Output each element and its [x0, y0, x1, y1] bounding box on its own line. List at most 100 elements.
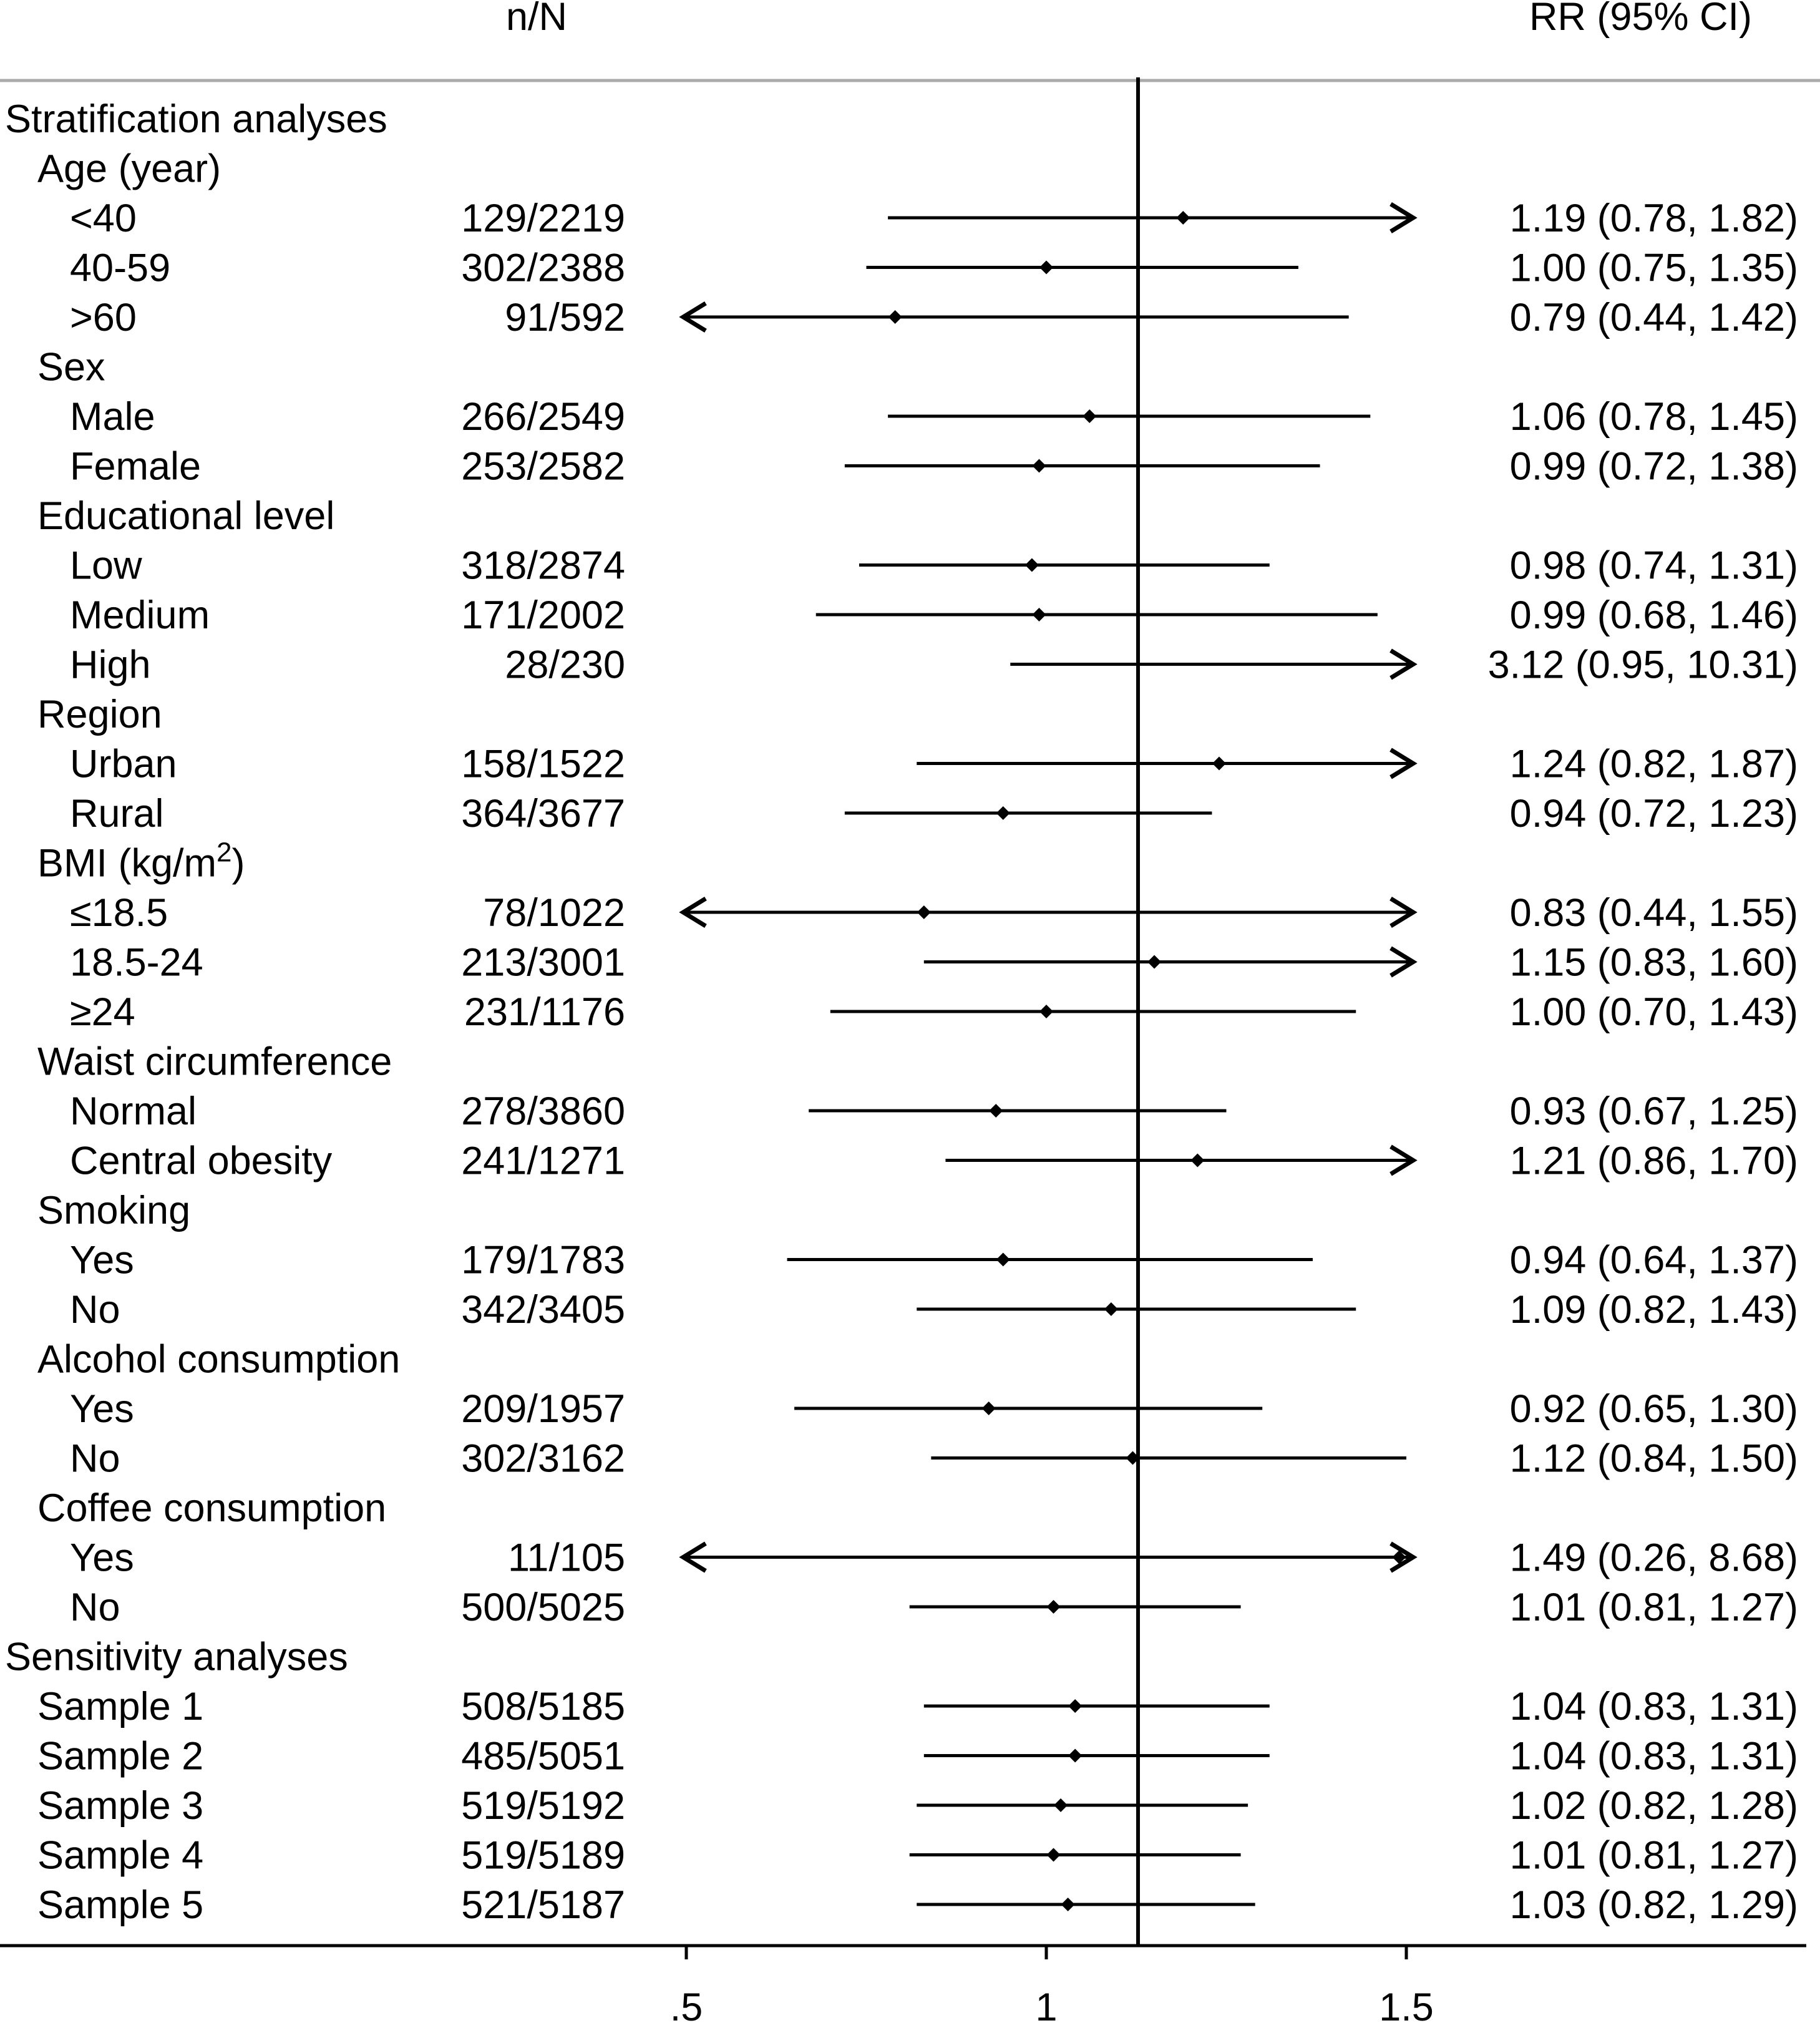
ci-arrow-right	[1389, 748, 1418, 779]
row-rr-text: 1.03 (0.82, 1.29)	[1510, 1883, 1798, 1927]
forest-row: Low 318/2874 0.98 (0.74, 1.31)	[70, 544, 1798, 588]
row-n: 302/3162	[461, 1437, 625, 1481]
point-estimate	[1046, 1600, 1061, 1614]
point-estimate	[1024, 558, 1039, 572]
row-label: Yes	[70, 1239, 134, 1282]
row-label: 40-59	[70, 246, 170, 290]
forest-rows: Stratification analyses Age (year) <40 129/…	[5, 97, 1798, 1927]
forest-row: Yes 179/1783 0.94 (0.64, 1.37)	[70, 1239, 1798, 1282]
group-label: Waist circumference	[37, 1040, 392, 1084]
point-estimate	[1083, 409, 1097, 423]
point-estimate	[888, 310, 902, 324]
forest-row: Yes 11/105 1.49 (0.26, 8.68)	[70, 1536, 1798, 1580]
forest-row: Central obesity 241/1271 1.21 (0.86, 1.70)	[70, 1139, 1798, 1183]
row-label: Rural	[70, 792, 164, 836]
row-n: 91/592	[505, 296, 625, 339]
forest-row: Region	[37, 693, 162, 736]
forest-row: No 302/3162 1.12 (0.84, 1.50)	[70, 1437, 1798, 1481]
group-label: Coffee consumption	[37, 1486, 386, 1530]
row-rr-text: 0.79 (0.44, 1.42)	[1510, 296, 1798, 339]
row-rr-text: 1.12 (0.84, 1.50)	[1510, 1437, 1798, 1481]
x-tick-label: 1	[1035, 1986, 1057, 2028]
column-header-n: n/N	[506, 0, 567, 39]
row-label: Normal	[70, 1090, 197, 1133]
group-label: Age (year)	[37, 147, 221, 191]
point-estimate	[1032, 459, 1046, 473]
forest-row: Medium 171/2002 0.99 (0.68, 1.46)	[70, 593, 1798, 637]
row-label: Yes	[70, 1536, 134, 1580]
point-estimate	[1032, 608, 1046, 622]
column-header-rr: RR (95% CI)	[1529, 0, 1752, 39]
row-n: 521/5187	[461, 1883, 625, 1927]
row-rr-text: 1.15 (0.83, 1.60)	[1510, 941, 1798, 985]
row-label: 18.5-24	[70, 941, 203, 985]
row-label: Medium	[70, 593, 210, 637]
ci-arrow-right	[1389, 202, 1418, 233]
point-estimate	[996, 806, 1010, 820]
row-n: 241/1271	[461, 1139, 625, 1183]
row-rr-text: 1.01 (0.81, 1.27)	[1510, 1586, 1798, 1629]
forest-row: No 500/5025 1.01 (0.81, 1.27)	[70, 1586, 1798, 1629]
row-n: 508/5185	[461, 1685, 625, 1728]
row-label: Sample 5	[37, 1883, 203, 1927]
x-tick-label: .5	[670, 1986, 703, 2028]
row-n: 342/3405	[461, 1288, 625, 1332]
forest-row: ≥24 231/1176 1.00 (0.70, 1.43)	[70, 990, 1798, 1034]
row-n: 209/1957	[461, 1387, 625, 1431]
point-estimate	[1190, 1153, 1205, 1168]
point-estimate	[989, 1104, 1003, 1118]
forest-row: Smoking	[37, 1189, 190, 1232]
forest-row: Urban 158/1522 1.24 (0.82, 1.87)	[70, 743, 1798, 786]
point-estimate	[1061, 1898, 1075, 1911]
forest-row: Yes 209/1957 0.92 (0.65, 1.30)	[70, 1387, 1798, 1431]
row-rr-text: 1.04 (0.83, 1.31)	[1510, 1685, 1798, 1728]
ci-arrow-left	[679, 897, 707, 928]
row-rr-text: 0.99 (0.68, 1.46)	[1510, 593, 1798, 637]
row-label: ≤18.5	[70, 891, 168, 935]
point-estimate	[1054, 1798, 1068, 1812]
row-rr-text: 1.21 (0.86, 1.70)	[1510, 1139, 1798, 1183]
row-label: No	[70, 1437, 120, 1481]
forest-row: Educational level	[37, 494, 334, 538]
row-n: 519/5189	[461, 1834, 625, 1878]
row-n: 266/2549	[461, 395, 625, 439]
row-label: Low	[70, 544, 142, 588]
forest-row: 40-59 302/2388 1.00 (0.75, 1.35)	[70, 246, 1798, 290]
forest-row: Sensitivity analyses	[5, 1636, 348, 1679]
forest-row: Sample 4 519/5189 1.01 (0.81, 1.27)	[37, 1834, 1798, 1878]
point-estimate	[1212, 756, 1226, 771]
row-label: Urban	[70, 743, 177, 786]
row-rr-text: 1.19 (0.78, 1.82)	[1510, 197, 1798, 240]
point-estimate	[1039, 260, 1053, 275]
row-label: Central obesity	[70, 1139, 333, 1183]
row-label: Sample 3	[37, 1784, 203, 1828]
ci-arrow-left	[679, 301, 707, 333]
group-label: Stratification analyses	[5, 97, 387, 141]
row-label: Sample 2	[37, 1735, 203, 1778]
x-axis-ticks: .5 1 1.5	[670, 1946, 1434, 2028]
forest-row: Sample 3 519/5192 1.02 (0.82, 1.28)	[37, 1784, 1798, 1828]
forest-row: BMI (kg/m2)	[37, 837, 245, 885]
point-estimate	[1068, 1699, 1083, 1713]
point-estimate	[1126, 1451, 1140, 1465]
point-estimate	[1392, 1550, 1406, 1564]
row-rr-text: 1.04 (0.83, 1.31)	[1510, 1735, 1798, 1778]
forest-row: Normal 278/3860 0.93 (0.67, 1.25)	[70, 1090, 1798, 1133]
row-label: Female	[70, 445, 201, 489]
row-rr-text: 3.12 (0.95, 10.31)	[1488, 643, 1798, 687]
forest-row: Waist circumference	[37, 1040, 392, 1084]
ci-arrow-right	[1389, 1144, 1418, 1176]
ci-arrow-right	[1389, 897, 1418, 928]
row-rr-text: 1.01 (0.81, 1.27)	[1510, 1834, 1798, 1878]
row-n: 129/2219	[461, 197, 625, 240]
point-estimate	[1046, 1848, 1061, 1862]
row-rr-text: 1.06 (0.78, 1.45)	[1510, 395, 1798, 439]
row-label: <40	[70, 197, 137, 240]
forest-row: Male 266/2549 1.06 (0.78, 1.45)	[70, 395, 1798, 439]
row-n: 158/1522	[461, 743, 625, 786]
row-n: 179/1783	[461, 1239, 625, 1282]
point-estimate	[1068, 1748, 1083, 1763]
row-label: >60	[70, 296, 137, 339]
forest-row: No 342/3405 1.09 (0.82, 1.43)	[70, 1288, 1798, 1332]
